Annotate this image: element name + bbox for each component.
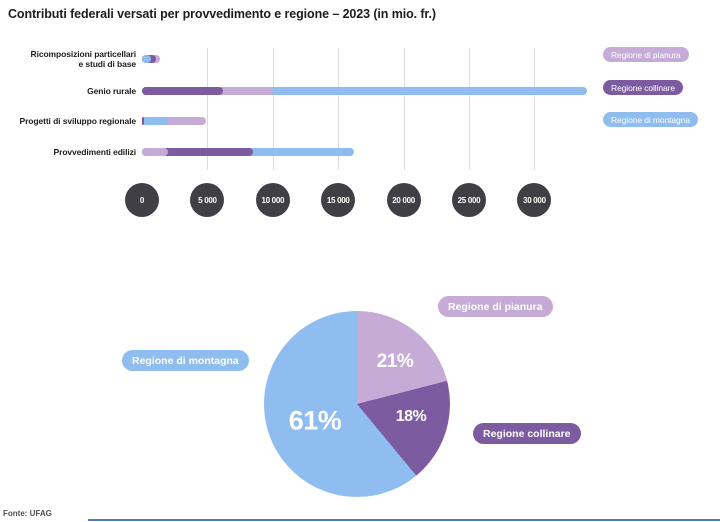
axis-tick-circle: 15 000 bbox=[321, 183, 356, 217]
legend-label-montagna: Regione di montagna bbox=[611, 114, 690, 125]
axis-tick-circle: 10 000 bbox=[255, 183, 290, 217]
bar-segment bbox=[142, 148, 169, 156]
bar-segment bbox=[142, 55, 152, 63]
gridline bbox=[403, 48, 405, 170]
bar-segment bbox=[142, 148, 254, 156]
page-title: Contributi federali versati per provvedi… bbox=[8, 7, 436, 21]
category-label: Provvedimenti edilizi bbox=[53, 146, 137, 157]
source-note: Fonte: UFAG bbox=[3, 509, 52, 518]
axis-tick-circle: 25 000 bbox=[452, 183, 486, 217]
bar-segment bbox=[142, 87, 224, 95]
legend-label-collinare: Regione collinare bbox=[611, 82, 675, 93]
pie-callout-label-pianura: Regione di pianura bbox=[448, 300, 543, 313]
bar-segment bbox=[142, 117, 169, 125]
pie-callout-collinare: Regione collinare bbox=[473, 423, 581, 444]
gridline bbox=[469, 48, 470, 170]
bottom-rule bbox=[88, 519, 720, 521]
axis-tick-circle: 5 000 bbox=[190, 183, 225, 217]
axis-tick-circle: 30 000 bbox=[517, 183, 552, 217]
pie-callout-label-collinare: Regione collinare bbox=[483, 427, 571, 440]
bar-segment bbox=[142, 87, 587, 95]
bar-segment bbox=[142, 117, 144, 125]
pie-percent-pianura: 21% bbox=[376, 351, 414, 372]
pie-percent-collinare: 18% bbox=[395, 408, 427, 425]
category-label: Ricomposizioni particellari e studi di b… bbox=[30, 48, 137, 69]
pie-chart bbox=[264, 311, 450, 497]
pie-percent-montagna: 61% bbox=[288, 405, 342, 436]
gridline bbox=[338, 48, 340, 170]
gridline bbox=[534, 48, 536, 170]
axis-tick-circle: 0 bbox=[125, 183, 159, 217]
legend-label-pianura: Regione di pianura bbox=[611, 49, 681, 60]
bar-segment bbox=[142, 117, 207, 125]
gridline bbox=[272, 48, 274, 170]
legend-pill-collinare: Regione collinare bbox=[603, 80, 683, 95]
gridline bbox=[207, 48, 209, 170]
category-label: Progetti di sviluppo regionale bbox=[19, 115, 137, 126]
legend-pill-pianura: Regione di pianura bbox=[603, 47, 689, 62]
pie-callout-label-montagna: Regione di montagna bbox=[132, 354, 239, 367]
legend-pill-montagna: Regione di montagna bbox=[603, 112, 698, 127]
pie-callout-montagna: Regione di montagna bbox=[122, 350, 249, 371]
category-label: Genio rurale bbox=[87, 85, 136, 96]
axis-tick-circle: 20 000 bbox=[386, 183, 421, 217]
pie-callout-pianura: Regione di pianura bbox=[438, 296, 553, 317]
